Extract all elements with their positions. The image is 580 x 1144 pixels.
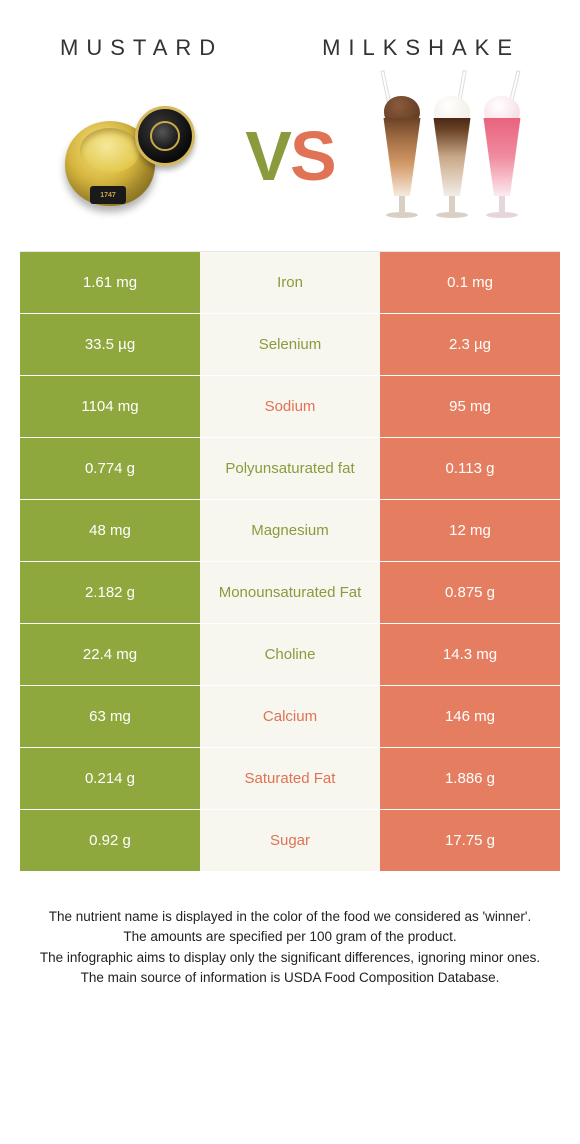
table-row: 63 mgCalcium146 mg bbox=[20, 686, 560, 748]
cell-right-value: 0.113 g bbox=[380, 438, 560, 499]
table-row: 48 mgMagnesium12 mg bbox=[20, 500, 560, 562]
milkshake-image bbox=[375, 86, 535, 226]
footer-line: The main source of information is USDA F… bbox=[35, 968, 545, 988]
cell-right-value: 146 mg bbox=[380, 686, 560, 747]
cell-nutrient-label: Monounsaturated Fat bbox=[200, 562, 380, 623]
cell-left-value: 0.92 g bbox=[20, 810, 200, 871]
nutrient-table: 1.61 mgIron0.1 mg33.5 µgSelenium2.3 µg11… bbox=[20, 251, 560, 872]
cell-right-value: 14.3 mg bbox=[380, 624, 560, 685]
footer-line: The amounts are specified per 100 gram o… bbox=[35, 927, 545, 947]
cell-nutrient-label: Sodium bbox=[200, 376, 380, 437]
cell-right-value: 0.1 mg bbox=[380, 252, 560, 313]
cell-nutrient-label: Iron bbox=[200, 252, 380, 313]
left-title: MUSTARD bbox=[60, 35, 223, 61]
table-row: 22.4 mgCholine14.3 mg bbox=[20, 624, 560, 686]
cell-nutrient-label: Selenium bbox=[200, 314, 380, 375]
footer-notes: The nutrient name is displayed in the co… bbox=[0, 872, 580, 988]
table-row: 0.214 gSaturated Fat1.886 g bbox=[20, 748, 560, 810]
cell-right-value: 17.75 g bbox=[380, 810, 560, 871]
header-row: MUSTARD MILKSHAKE bbox=[0, 0, 580, 71]
table-row: 0.92 gSugar17.75 g bbox=[20, 810, 560, 872]
cell-nutrient-label: Choline bbox=[200, 624, 380, 685]
table-row: 0.774 gPolyunsaturated fat0.113 g bbox=[20, 438, 560, 500]
footer-line: The nutrient name is displayed in the co… bbox=[35, 907, 545, 927]
vs-label: VS bbox=[245, 116, 334, 196]
cell-left-value: 2.182 g bbox=[20, 562, 200, 623]
table-row: 1.61 mgIron0.1 mg bbox=[20, 252, 560, 314]
cell-right-value: 2.3 µg bbox=[380, 314, 560, 375]
cell-left-value: 22.4 mg bbox=[20, 624, 200, 685]
cell-left-value: 1104 mg bbox=[20, 376, 200, 437]
right-title: MILKSHAKE bbox=[322, 35, 520, 61]
table-row: 2.182 gMonounsaturated Fat0.875 g bbox=[20, 562, 560, 624]
cell-right-value: 0.875 g bbox=[380, 562, 560, 623]
vs-s: S bbox=[290, 117, 335, 195]
cell-left-value: 48 mg bbox=[20, 500, 200, 561]
cell-nutrient-label: Magnesium bbox=[200, 500, 380, 561]
images-row: 1747 VS bbox=[0, 71, 580, 251]
table-row: 33.5 µgSelenium2.3 µg bbox=[20, 314, 560, 376]
mustard-image: 1747 bbox=[45, 86, 205, 226]
cell-left-value: 0.774 g bbox=[20, 438, 200, 499]
cell-left-value: 63 mg bbox=[20, 686, 200, 747]
cell-nutrient-label: Polyunsaturated fat bbox=[200, 438, 380, 499]
cell-left-value: 1.61 mg bbox=[20, 252, 200, 313]
cell-right-value: 95 mg bbox=[380, 376, 560, 437]
cell-right-value: 1.886 g bbox=[380, 748, 560, 809]
jar-label: 1747 bbox=[90, 186, 126, 204]
cell-nutrient-label: Calcium bbox=[200, 686, 380, 747]
table-row: 1104 mgSodium95 mg bbox=[20, 376, 560, 438]
footer-line: The infographic aims to display only the… bbox=[35, 948, 545, 968]
cell-nutrient-label: Sugar bbox=[200, 810, 380, 871]
cell-right-value: 12 mg bbox=[380, 500, 560, 561]
cell-left-value: 0.214 g bbox=[20, 748, 200, 809]
cell-nutrient-label: Saturated Fat bbox=[200, 748, 380, 809]
vs-v: V bbox=[245, 117, 290, 195]
cell-left-value: 33.5 µg bbox=[20, 314, 200, 375]
